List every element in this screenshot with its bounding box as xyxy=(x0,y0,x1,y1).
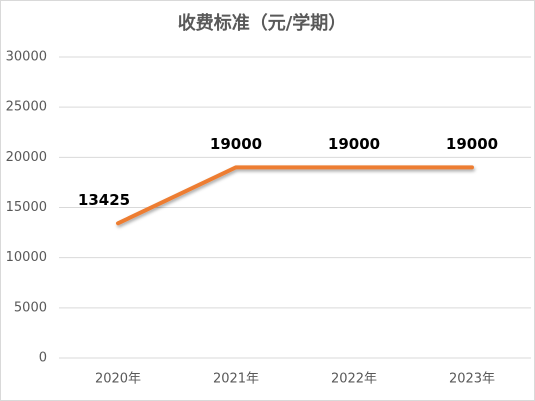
y-tick-label: 15000 xyxy=(6,200,47,215)
x-tick-label: 2023年 xyxy=(449,372,495,387)
data-label: 19000 xyxy=(446,135,498,153)
x-tick-label: 2020年 xyxy=(95,372,141,387)
x-tick-label: 2022年 xyxy=(331,372,377,387)
data-label: 19000 xyxy=(210,135,262,153)
chart-title: 收费标准（元/学期） xyxy=(178,12,347,34)
x-tick-label: 2021年 xyxy=(213,372,259,387)
line xyxy=(116,165,474,226)
data-label: 19000 xyxy=(328,135,380,153)
y-tick-label: 0 xyxy=(39,351,47,366)
y-tick-label: 10000 xyxy=(6,250,47,265)
data-label: 13425 xyxy=(78,191,130,209)
y-tick-label: 20000 xyxy=(6,150,47,165)
y-tick-label: 5000 xyxy=(14,300,47,315)
y-tick-label: 25000 xyxy=(6,100,47,115)
y-tick-label: 30000 xyxy=(6,50,47,65)
